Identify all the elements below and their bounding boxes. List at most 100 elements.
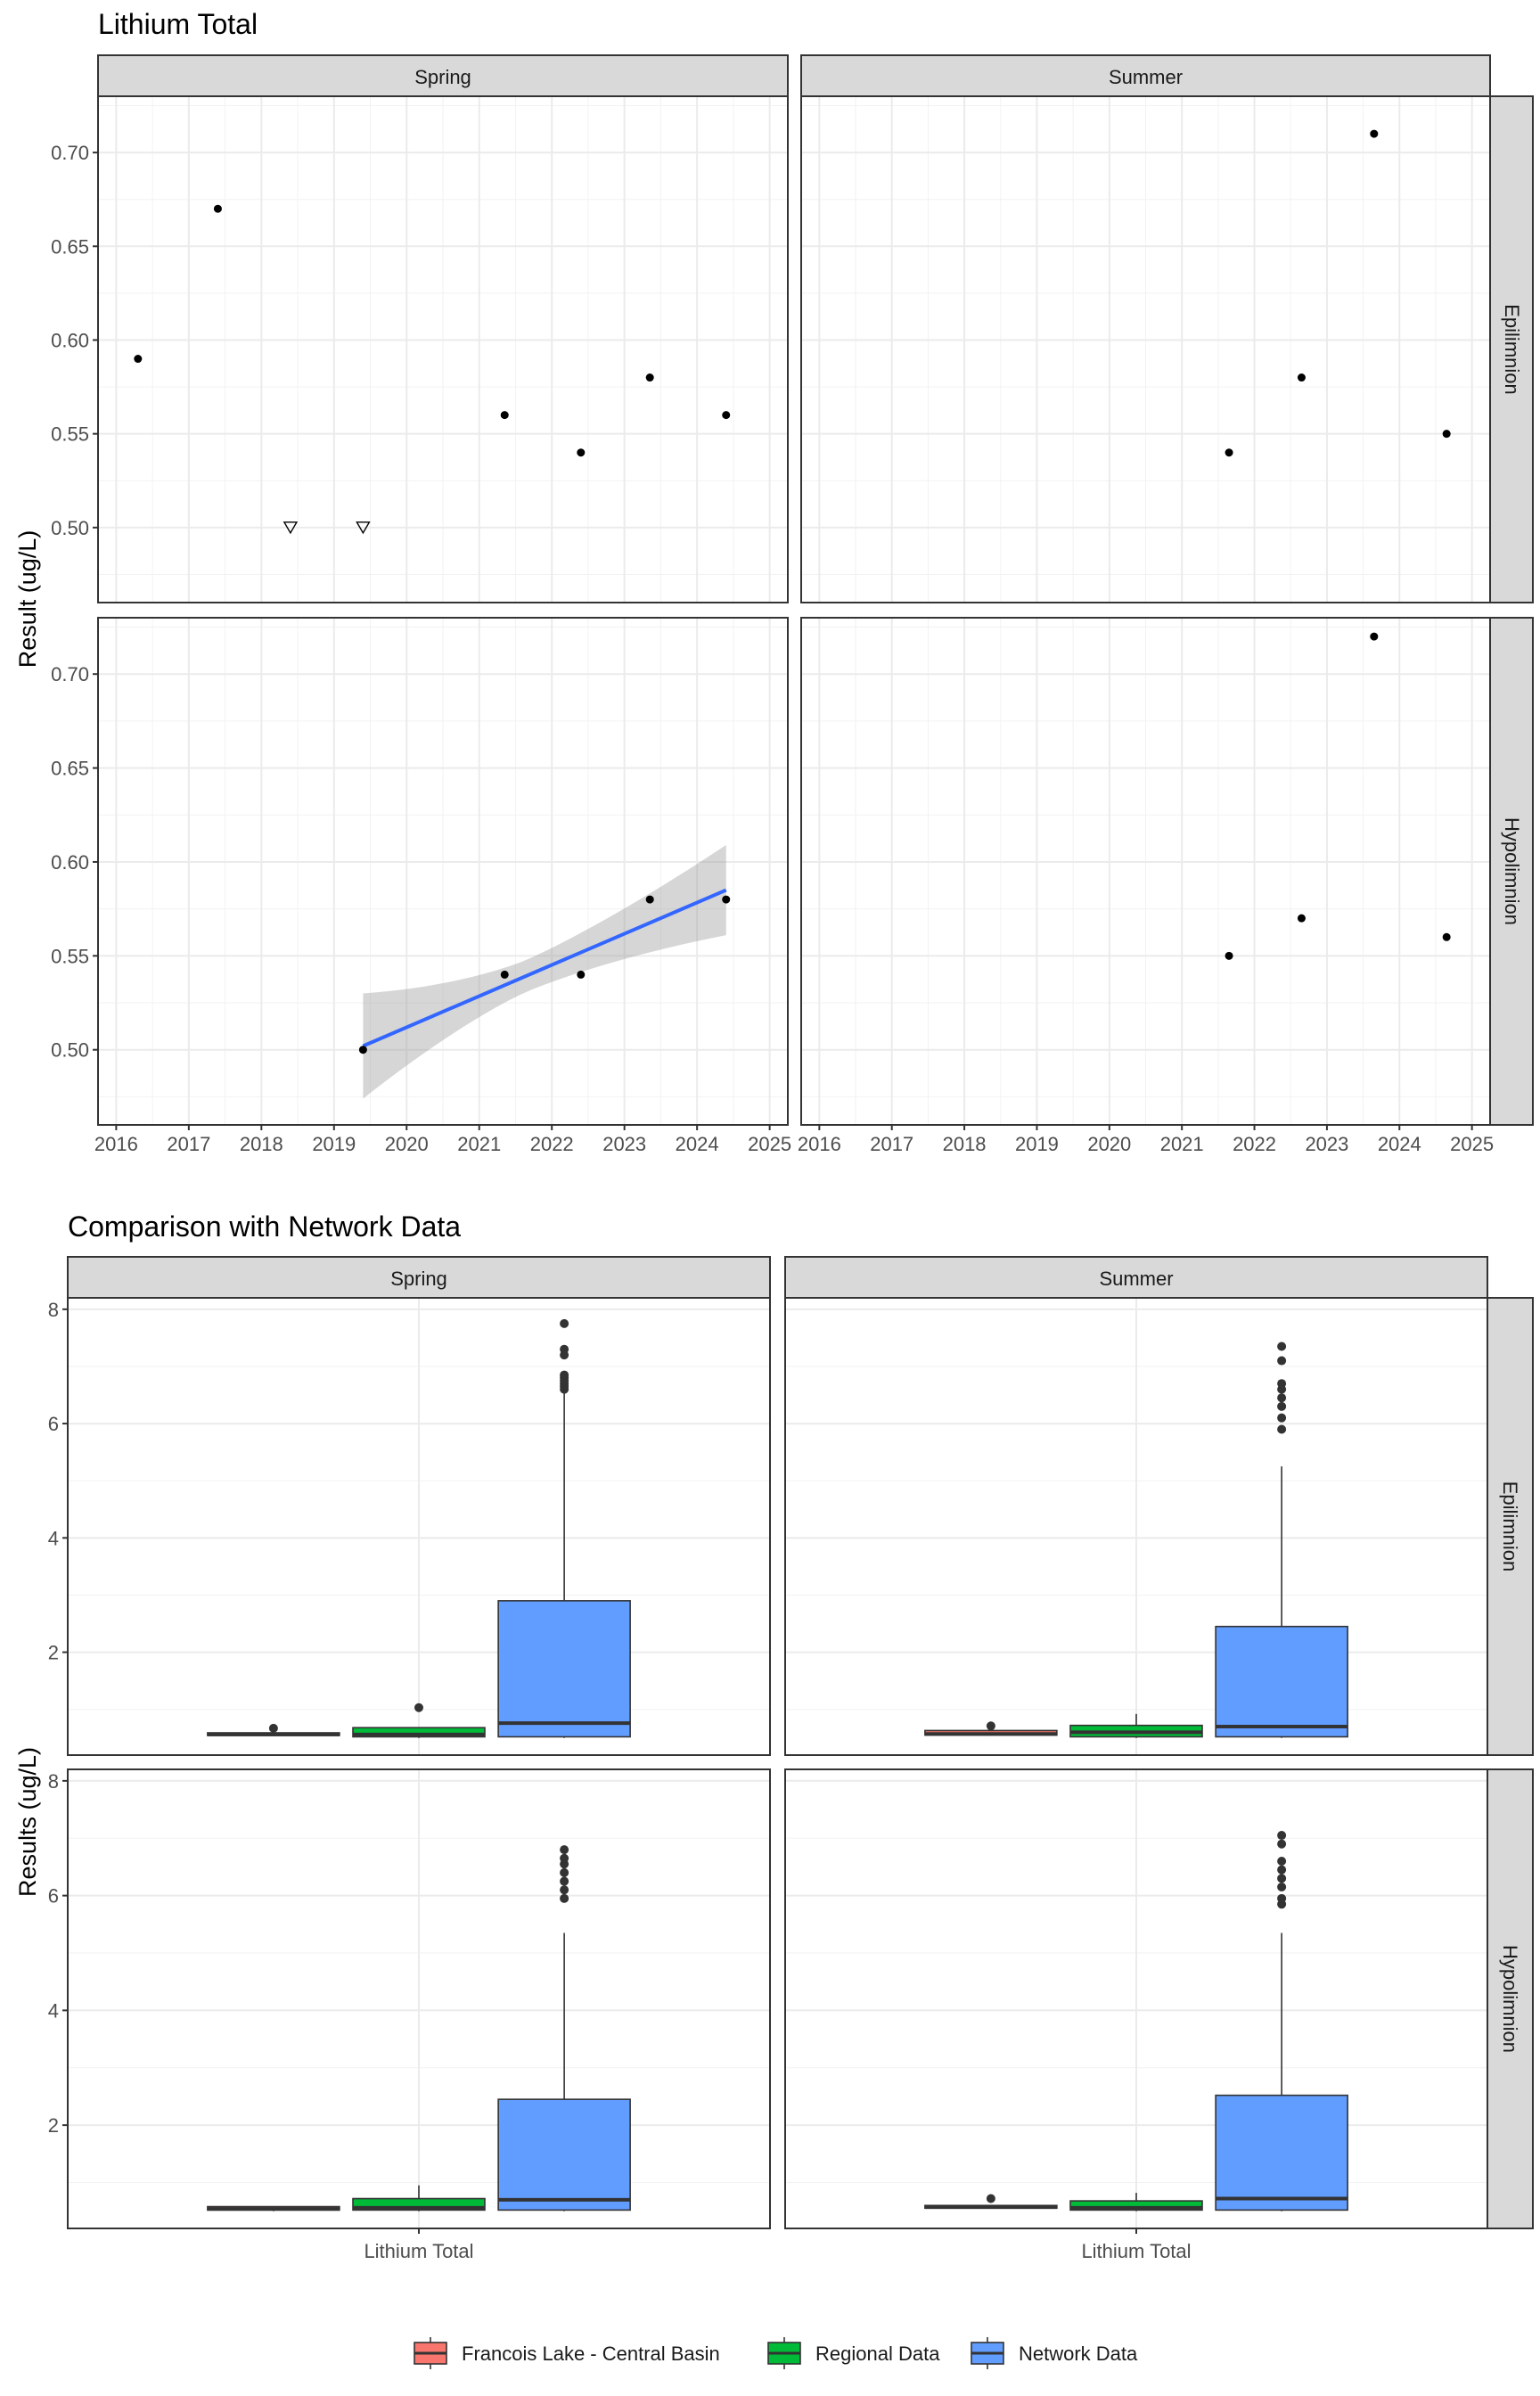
data-point: [213, 204, 222, 213]
box-outlier: [1277, 1857, 1287, 1866]
box-outlier: [1277, 1379, 1287, 1389]
box-network-data: [1215, 1831, 1348, 2211]
box-francois-lake-central-basin: [207, 2205, 340, 2211]
box-outlier: [1277, 1401, 1287, 1411]
box-francois-lake-central-basin: [924, 2194, 1058, 2210]
y-tick-label: 0.50: [51, 517, 89, 539]
panel-border: [67, 1297, 771, 1756]
chart2-strip-epilimnion: [1487, 1297, 1534, 1756]
data-point: [1297, 914, 1306, 923]
data-point: [577, 970, 586, 979]
box-outlier: [1277, 1882, 1287, 1891]
y-tick-label: 0.55: [51, 423, 89, 446]
box-outlier: [560, 1845, 569, 1855]
box-iqr: [1215, 2094, 1348, 2211]
trend-confidence-band: [363, 844, 726, 1099]
box-outlier: [1277, 1839, 1287, 1849]
chart2-panel-summer-hypolimnion: [784, 1768, 1488, 2229]
data-point: [500, 411, 509, 420]
data-point: [1297, 373, 1306, 382]
chart1-strip-label-hypolimnion: Hypolimnion: [1501, 817, 1523, 925]
data-point: [1370, 129, 1379, 138]
legend: Francois Lake - Central Basin Regional Da…: [414, 2337, 1138, 2369]
x-tick-label: Lithium Total: [364, 2240, 473, 2262]
box-outlier: [1277, 1893, 1287, 1903]
box-network-data: [497, 1318, 631, 1738]
below-detection-point: [356, 521, 371, 535]
chart2-panel-spring-epilimnion: [67, 1297, 771, 1756]
x-tick-label: 2020: [385, 1133, 429, 1155]
box-outlier: [1277, 1356, 1287, 1366]
y-tick-label: 4: [48, 1999, 59, 2022]
below-detection-point: [283, 521, 299, 535]
chart2-strip-summer: [784, 1256, 1488, 1299]
box-outlier: [1277, 1342, 1287, 1351]
data-point: [358, 1046, 367, 1054]
chart2-strip-label-summer: Summer: [1099, 1268, 1173, 1290]
data-point: [722, 411, 731, 420]
y-tick-label: 8: [48, 1770, 59, 1793]
box-network-data: [497, 1845, 631, 2211]
box-regional-data: [352, 2185, 486, 2211]
x-tick-label: 2017: [167, 1133, 210, 1155]
box-regional-data: [1069, 1713, 1203, 1738]
x-tick-label: Lithium Total: [1081, 2240, 1191, 2262]
panel-border: [784, 1297, 1488, 1756]
legend-label: Network Data: [1019, 2343, 1138, 2365]
box-outlier: [560, 1344, 569, 1354]
chart2-strip-hypolimnion: [1487, 1768, 1534, 2229]
box-regional-data: [1069, 2193, 1203, 2211]
y-tick-label: 0.55: [51, 945, 89, 967]
panel-border: [97, 617, 789, 1126]
box-iqr: [1069, 2200, 1203, 2211]
panel-border: [800, 95, 1491, 603]
chart2-strip-label-epilimnion: Epilimnion: [1499, 1481, 1521, 1572]
box-outlier: [560, 1867, 569, 1877]
chart1-strip-label-summer: Summer: [1109, 66, 1183, 88]
box-outlier: [1277, 1393, 1287, 1403]
legend-item: Network Data: [971, 2337, 1138, 2369]
box-iqr: [497, 2098, 631, 2211]
x-tick-label: 2020: [1087, 1133, 1131, 1155]
chart1-ylabel: Result (ug/L): [14, 530, 41, 669]
legend-label: Francois Lake - Central Basin: [462, 2343, 720, 2365]
box-outlier: [560, 1893, 569, 1903]
x-tick-label: 2022: [530, 1133, 574, 1155]
chart1-strip-label-epilimnion: Epilimnion: [1501, 304, 1523, 395]
data-point: [1225, 448, 1233, 457]
y-tick-label: 6: [48, 1413, 59, 1435]
chart1-panel-summer-epilimnion: [800, 95, 1491, 603]
x-tick-label: 2023: [602, 1133, 646, 1155]
legend-item: Regional Data: [767, 2337, 940, 2369]
data-point: [500, 970, 509, 979]
x-tick-label: 2024: [676, 1133, 719, 1155]
data-point: [1225, 951, 1233, 960]
box-outlier: [1277, 1413, 1287, 1423]
y-tick-label: 0.60: [51, 329, 89, 351]
box-iqr: [1215, 1625, 1348, 1738]
box-outlier: [560, 1318, 569, 1328]
chart2-panel-spring-hypolimnion: [67, 1768, 771, 2229]
box-outlier: [560, 1853, 569, 1863]
chart1-strip-epilimnion: [1489, 95, 1534, 603]
box-iqr: [352, 1727, 486, 1738]
chart1-title: Lithium Total: [98, 8, 258, 40]
box-outlier: [268, 1723, 278, 1733]
y-tick-label: 4: [48, 1527, 59, 1549]
box-outlier: [1277, 1831, 1287, 1841]
chart1-strip-spring: [97, 54, 789, 97]
box-iqr: [497, 1600, 631, 1738]
chart2-strip-spring: [67, 1256, 771, 1299]
y-tick-label: 2: [48, 1642, 59, 1664]
data-point: [577, 448, 586, 457]
x-tick-label: 2018: [240, 1133, 283, 1155]
trend-line: [362, 888, 727, 1048]
x-tick-label: 2023: [1305, 1133, 1348, 1155]
box-outlier: [1277, 1865, 1287, 1875]
x-tick-label: 2025: [1450, 1133, 1494, 1155]
y-tick-label: 2: [48, 2114, 59, 2137]
box-outlier: [560, 1370, 569, 1380]
data-point: [134, 355, 143, 364]
box-outlier: [414, 1703, 423, 1712]
